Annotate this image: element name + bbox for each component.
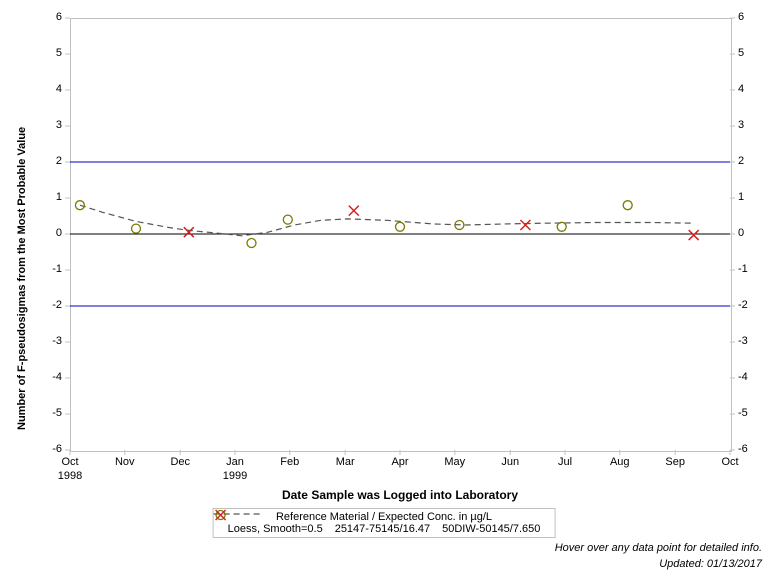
legend-item-loess: Loess, Smooth=0.5 <box>228 523 323 535</box>
data-point-x[interactable] <box>184 227 194 237</box>
x-tick-label: Jul <box>545 456 585 468</box>
y-tick-label-right: -3 <box>738 335 748 347</box>
x-tick-label: Jun <box>490 456 530 468</box>
chart-container: Number of F-pseudosigmas from the Most P… <box>0 0 768 576</box>
legend: Reference Material / Expected Conc. in µ… <box>213 508 556 538</box>
x-tick-label-year: 1999 <box>215 470 255 482</box>
x-tick-label: Feb <box>270 456 310 468</box>
x-tick-label: Apr <box>380 456 420 468</box>
y-tick-label: 1 <box>56 191 62 203</box>
y-tick-label-right: 5 <box>738 47 744 59</box>
data-point-x[interactable] <box>349 206 359 216</box>
y-tick-label-right: 0 <box>738 227 744 239</box>
y-tick-label-right: -2 <box>738 299 748 311</box>
data-point-x[interactable] <box>689 230 699 240</box>
y-tick-label: 0 <box>56 227 62 239</box>
x-tick-label: Aug <box>600 456 640 468</box>
y-tick-label: -4 <box>52 371 62 383</box>
y-tick-label: 5 <box>56 47 62 59</box>
legend-item: 50DIW-50145/7.650 <box>442 523 540 535</box>
data-point-circle[interactable] <box>283 215 292 224</box>
x-tick-label: Jan <box>215 456 255 468</box>
y-tick-label: 3 <box>56 119 62 131</box>
footnote-hover: Hover over any data point for detailed i… <box>555 542 762 554</box>
y-tick-label: -1 <box>52 263 62 275</box>
data-point-circle[interactable] <box>247 239 256 248</box>
y-tick-label: -5 <box>52 407 62 419</box>
x-axis-label: Date Sample was Logged into Laboratory <box>70 488 730 502</box>
legend-title: Reference Material / Expected Conc. in µ… <box>222 511 547 523</box>
y-tick-label: -2 <box>52 299 62 311</box>
y-tick-label-right: -4 <box>738 371 748 383</box>
y-tick-label: 6 <box>56 11 62 23</box>
y-tick-label-right: 2 <box>738 155 744 167</box>
y-tick-label: 2 <box>56 155 62 167</box>
data-point-circle[interactable] <box>557 222 566 231</box>
legend-items: Loess, Smooth=0.5 25147-75145/16.47 50DI… <box>222 523 547 535</box>
x-tick-label: Nov <box>105 456 145 468</box>
y-tick-label-right: -5 <box>738 407 748 419</box>
x-tick-label: Sep <box>655 456 695 468</box>
y-tick-label: -6 <box>52 443 62 455</box>
y-tick-label-right: 3 <box>738 119 744 131</box>
legend-item: 25147-75145/16.47 <box>335 523 430 535</box>
x-tick-label: May <box>435 456 475 468</box>
footnote-updated: Updated: 01/13/2017 <box>659 558 762 570</box>
data-point-circle[interactable] <box>132 224 141 233</box>
y-tick-label: 4 <box>56 83 62 95</box>
data-point-circle[interactable] <box>396 222 405 231</box>
y-tick-label: -3 <box>52 335 62 347</box>
x-tick-label: Dec <box>160 456 200 468</box>
y-tick-label-right: -6 <box>738 443 748 455</box>
x-tick-label-year: 1998 <box>50 470 90 482</box>
data-point-x[interactable] <box>520 220 530 230</box>
x-tick-label: Mar <box>325 456 365 468</box>
y-tick-label-right: 4 <box>738 83 744 95</box>
y-tick-label-right: 1 <box>738 191 744 203</box>
x-tick-label: Oct <box>50 456 90 468</box>
x-tick-label: Oct <box>710 456 750 468</box>
data-point-circle[interactable] <box>623 201 632 210</box>
y-tick-label-right: 6 <box>738 11 744 23</box>
y-tick-label-right: -1 <box>738 263 748 275</box>
